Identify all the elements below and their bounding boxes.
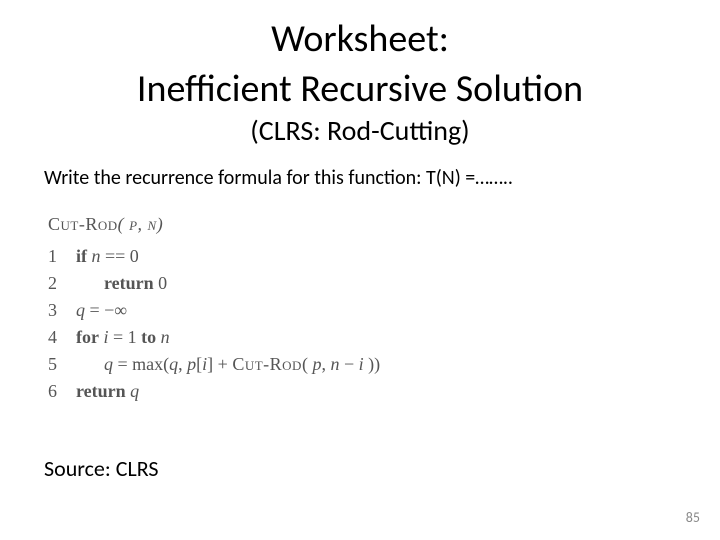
- algorithm-line-code: q = max(q, p[i] + Cut-Rod( p, n − i )): [76, 351, 380, 378]
- algorithm-line-number: 2: [48, 270, 76, 297]
- algorithm-line-code: if n == 0: [76, 243, 380, 270]
- algorithm-line: 3q = −∞: [48, 297, 380, 324]
- source-text: Source: CLRS: [44, 455, 158, 482]
- algorithm-line-number: 5: [48, 351, 76, 378]
- algorithm-line: 5q = max(q, p[i] + Cut-Rod( p, n − i )): [48, 351, 380, 378]
- algorithm-line-code: for i = 1 to n: [76, 324, 380, 351]
- algorithm-name: Cut-Rod( p, n): [48, 214, 680, 235]
- algorithm-line: 2return 0: [48, 270, 380, 297]
- algorithm-line-code: q = −∞: [76, 297, 380, 324]
- subtitle: (CLRS: Rod-Cutting): [40, 113, 680, 148]
- algorithm-block: Cut-Rod( p, n) 1if n == 02return 03q = −…: [48, 214, 680, 405]
- algorithm-line: 6return q: [48, 378, 380, 405]
- slide: Worksheet: Inefficient Recursive Solutio…: [0, 0, 720, 540]
- algorithm-line-number: 1: [48, 243, 76, 270]
- title-line2: Inefficient Recursive Solution: [40, 68, 680, 112]
- algorithm-line-number: 3: [48, 297, 76, 324]
- algorithm-name-func: Cut-Rod: [48, 214, 118, 234]
- algorithm-name-args: ( p, n): [118, 214, 164, 234]
- algorithm-lines: 1if n == 02return 03q = −∞4for i = 1 to …: [48, 243, 380, 405]
- algorithm-line: 4for i = 1 to n: [48, 324, 380, 351]
- page-number: 85: [686, 509, 700, 526]
- algorithm-line-code: return 0: [76, 270, 380, 297]
- algorithm-line-number: 4: [48, 324, 76, 351]
- prompt-text: Write the recurrence formula for this fu…: [44, 166, 680, 190]
- title-line1: Worksheet:: [40, 18, 680, 62]
- algorithm-line-number: 6: [48, 378, 76, 405]
- algorithm-line: 1if n == 0: [48, 243, 380, 270]
- algorithm-line-code: return q: [76, 378, 380, 405]
